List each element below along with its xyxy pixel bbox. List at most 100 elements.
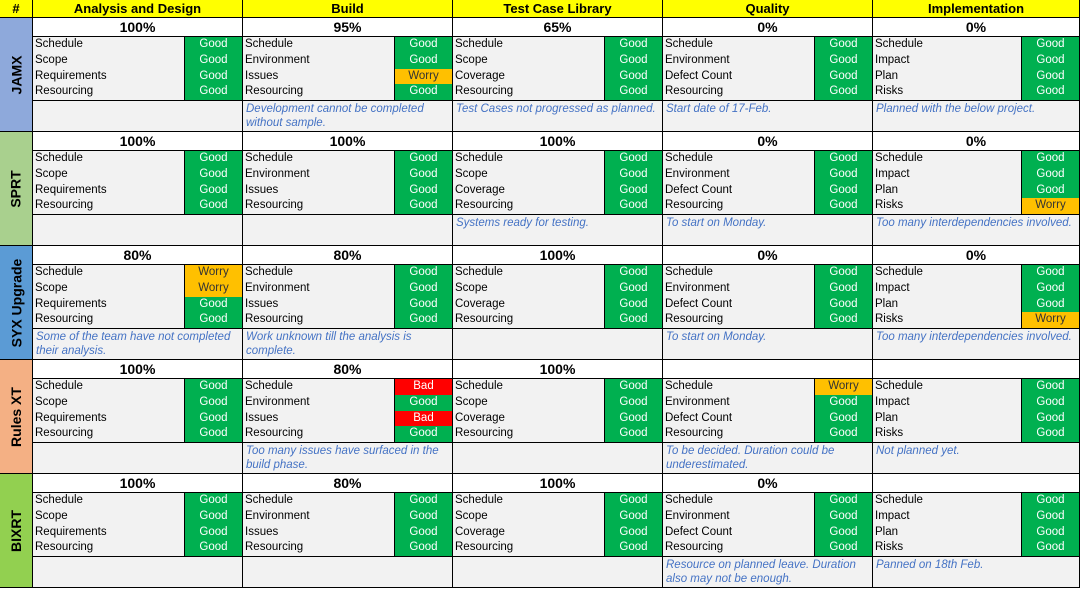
cell-note: [453, 328, 662, 360]
status-badge: Good: [1021, 493, 1079, 509]
metric-row: Schedule Good: [243, 151, 452, 167]
status-badge: Good: [184, 508, 242, 525]
cell-note: [453, 442, 662, 474]
status-badge: Good: [1021, 426, 1079, 442]
metric-row: Schedule Good: [873, 265, 1079, 281]
metric-row: Scope Good: [453, 280, 662, 297]
metric-label: Resourcing: [35, 313, 94, 326]
phase-header-build: Build: [243, 0, 453, 18]
metric-row: Schedule Good: [663, 265, 872, 281]
metrics-list: Schedule Good Environment Good Issues Worry Re…: [243, 37, 452, 100]
status-cell: Schedule Good Impact Good Plan Good Risks Good P…: [873, 474, 1080, 588]
status-badge: Good: [184, 379, 242, 395]
status-badge: Good: [184, 394, 242, 411]
metric-row: Requirements Good: [33, 296, 242, 313]
metric-label: Resourcing: [665, 313, 724, 326]
metric-row: Resourcing Good: [33, 84, 242, 100]
metric-row: Schedule Worry: [33, 265, 242, 281]
status-cell: 65% Schedule Good Scope Good Coverage Good Reso…: [453, 18, 663, 132]
status-badge: Good: [814, 394, 872, 411]
metrics-list: Schedule Bad Environment Good Issues Bad Resou…: [243, 379, 452, 442]
status-badge: Good: [1021, 540, 1079, 556]
metric-label: Scope: [455, 395, 488, 408]
status-badge: Good: [184, 524, 242, 541]
metrics-list: Schedule Good Impact Good Plan Good Risks Worry: [873, 265, 1079, 328]
metric-label: Schedule: [245, 266, 293, 278]
metric-label: Coverage: [455, 183, 505, 196]
status-badge: Good: [394, 524, 452, 541]
metric-label: Resourcing: [245, 541, 304, 554]
metric-label: Impact: [875, 167, 910, 180]
status-badge: Good: [394, 493, 452, 509]
metric-row: Environment Good: [663, 280, 872, 297]
status-badge: Good: [814, 182, 872, 199]
metric-row: Scope Good: [33, 508, 242, 525]
status-cell: 95% Schedule Good Environment Good Issues Worr…: [243, 18, 453, 132]
project-name: BIXRT: [8, 509, 24, 552]
metric-label: Resourcing: [35, 541, 94, 554]
cell-note: Resource on planned leave. Duration also…: [663, 556, 872, 588]
status-badge: Good: [604, 410, 662, 427]
status-cell: 80% Schedule Worry Scope Worry Requirements Go…: [33, 246, 243, 360]
status-badge: Good: [394, 52, 452, 69]
status-badge: Good: [814, 312, 872, 328]
metric-row: Resourcing Good: [663, 84, 872, 100]
metric-label: Issues: [245, 183, 279, 196]
metric-label: Risks: [875, 427, 904, 440]
metric-label: Resourcing: [245, 199, 304, 212]
completion-percent: 100%: [453, 360, 662, 379]
cell-note: Planned with the below project.: [873, 100, 1079, 132]
status-badge: Good: [604, 540, 662, 556]
metric-label: Environment: [665, 53, 730, 66]
metric-row: Resourcing Good: [33, 540, 242, 556]
status-cell: 80% Schedule Bad Environment Good Issues Bad Re…: [243, 360, 453, 474]
metric-row: Environment Good: [663, 166, 872, 183]
metric-row: Requirements Good: [33, 182, 242, 199]
status-badge: Worry: [1021, 312, 1079, 328]
status-badge: Good: [604, 296, 662, 313]
metrics-list: Schedule Worry Environment Good Defect Count…: [663, 379, 872, 442]
completion-percent: 0%: [663, 18, 872, 37]
metric-label: Resourcing: [35, 85, 94, 98]
status-badge: Good: [184, 296, 242, 313]
completion-percent: [873, 360, 1079, 379]
metric-label: Coverage: [455, 411, 505, 424]
metric-row: Defect Count Good: [663, 410, 872, 427]
cell-note: Test Cases not progressed as planned.: [453, 100, 662, 132]
metric-row: Issues Good: [243, 296, 452, 313]
metric-label: Risks: [875, 541, 904, 554]
project-label: SYX Upgrade: [0, 246, 33, 360]
metric-label: Issues: [245, 69, 279, 82]
status-badge: Good: [184, 151, 242, 167]
status-cell: 100% Schedule Good Scope Good Requirements Goo…: [33, 474, 243, 588]
metric-row: Environment Good: [243, 166, 452, 183]
metric-row: Coverage Good: [453, 410, 662, 427]
metric-row: Resourcing Good: [453, 426, 662, 442]
metric-label: Defect Count: [665, 525, 733, 538]
metric-row: Resourcing Good: [663, 426, 872, 442]
status-badge: Good: [1021, 68, 1079, 85]
metric-row: Defect Count Good: [663, 182, 872, 199]
metric-label: Schedule: [455, 38, 503, 50]
metric-row: Environment Good: [243, 280, 452, 297]
metric-label: Impact: [875, 395, 910, 408]
metric-row: Resourcing Good: [243, 426, 452, 442]
metric-label: Environment: [665, 395, 730, 408]
status-badge: Worry: [184, 280, 242, 297]
status-badge: Good: [394, 37, 452, 53]
status-badge: Good: [1021, 524, 1079, 541]
metric-label: Environment: [665, 167, 730, 180]
metric-row: Schedule Worry: [663, 379, 872, 395]
status-badge: Good: [394, 540, 452, 556]
status-badge: Good: [604, 312, 662, 328]
metric-label: Schedule: [35, 266, 83, 278]
cell-note: Too many interdependencies involved.: [873, 328, 1079, 360]
status-badge: Good: [604, 84, 662, 100]
project-label: JAMX: [0, 18, 33, 132]
metric-row: Resourcing Good: [33, 312, 242, 328]
metric-row: Defect Count Good: [663, 68, 872, 85]
metric-row: Schedule Good: [873, 379, 1079, 395]
status-badge: Good: [604, 68, 662, 85]
metrics-list: Schedule Good Scope Good Requirements Good Res…: [33, 379, 242, 442]
status-badge: Good: [604, 198, 662, 214]
